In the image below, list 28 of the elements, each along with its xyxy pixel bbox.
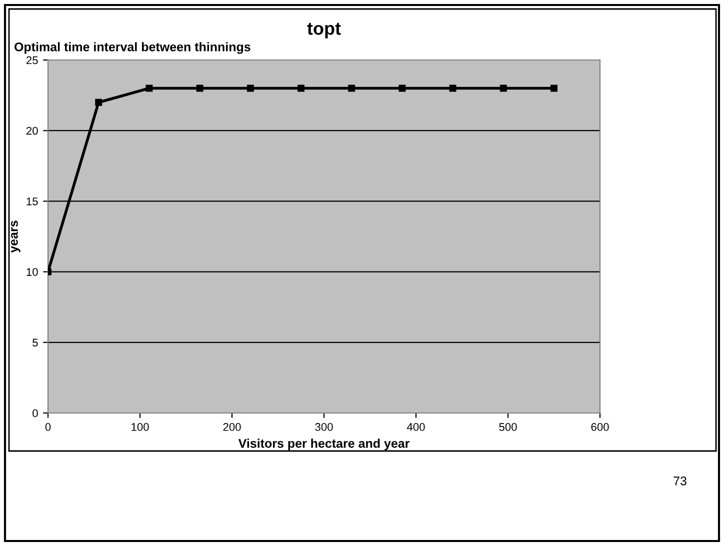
point (449, 84, 456, 92)
x-tick-label: 100 (132, 423, 149, 431)
point (196, 84, 204, 92)
chart-title: topt (307, 22, 341, 38)
x-tick-label: 300 (315, 423, 333, 431)
text: 73 (674, 476, 686, 486)
y-tick-label: 15 (26, 198, 38, 206)
y-tick-label: 25 (26, 56, 38, 64)
y-tick-label: 10 (26, 268, 38, 276)
point (398, 84, 406, 92)
y-axis-title: years (11, 220, 20, 253)
chart-subtitle: Optimal time interval between thinnings (14, 42, 250, 54)
point (550, 84, 558, 92)
point (298, 84, 304, 92)
y-tick-label: 0 (32, 409, 38, 418)
point (146, 84, 153, 92)
x-axis-title: Visitors per hectare and year (238, 438, 410, 450)
x-tick-label: 0 (45, 423, 51, 431)
x-tick-label: 600 (591, 423, 609, 431)
x-tick-label: 200 (223, 423, 241, 431)
point (95, 98, 102, 106)
y-tick-label: 20 (26, 126, 38, 135)
y-tick-label: 5 (32, 338, 38, 347)
point (348, 84, 356, 92)
x-tick-label: 500 (499, 423, 517, 431)
point (500, 84, 507, 92)
x-tick-label: 400 (406, 423, 425, 431)
point (246, 84, 254, 92)
